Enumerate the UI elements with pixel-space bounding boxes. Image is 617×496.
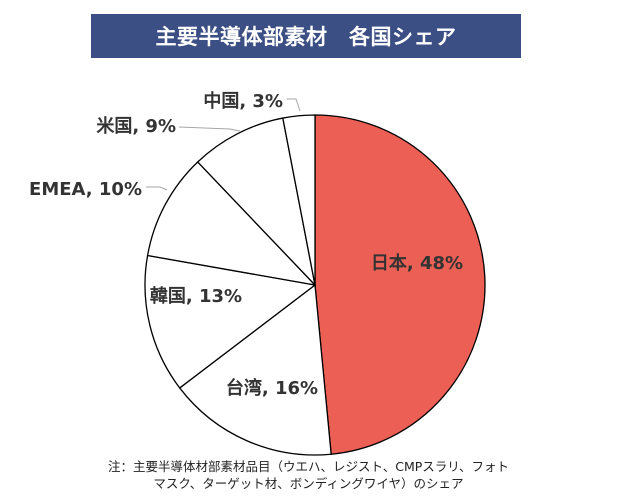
leader-line-4 xyxy=(178,126,241,132)
chart-title: 主要半導体部素材 各国シェア xyxy=(91,14,521,58)
footnote-line-1: 注：主要半導体材部素材品目（ウエハ、レジスト、CMPスラリ、フォト xyxy=(107,459,510,474)
data-label-0: 日本, 48% xyxy=(371,252,463,274)
data-label-3: EMEA, 10% xyxy=(29,179,142,200)
data-label-2: 韓国, 13% xyxy=(150,285,242,307)
data-labels: 日本, 48% 台湾, 16% 韓国, 13% EMEA, 10% 米国, 9% 中国, … xyxy=(29,90,463,399)
leader-lines xyxy=(146,98,301,191)
data-label-5: 中国, 3% xyxy=(203,90,283,112)
pie-slice-0 xyxy=(314,114,486,455)
footnote-line-2: マスク、ターゲット材、ボンディングワイヤ）のシェア xyxy=(153,476,464,491)
pie-slice-2 xyxy=(144,254,316,389)
data-label-4: 米国, 9% xyxy=(96,115,176,137)
pie-slice-5 xyxy=(282,114,316,286)
pie-slice-3 xyxy=(146,161,316,286)
pie-slice-1 xyxy=(179,284,332,456)
leader-line-5 xyxy=(287,98,301,112)
leader-line-3 xyxy=(146,186,168,191)
pie-slice-4 xyxy=(197,117,316,286)
footnote: 注：主要半導体材部素材品目（ウエハ、レジスト、CMPスラリ、フォト マスク、ター… xyxy=(0,458,617,492)
pie-slices xyxy=(144,114,486,456)
data-label-1: 台湾, 16% xyxy=(226,377,318,399)
